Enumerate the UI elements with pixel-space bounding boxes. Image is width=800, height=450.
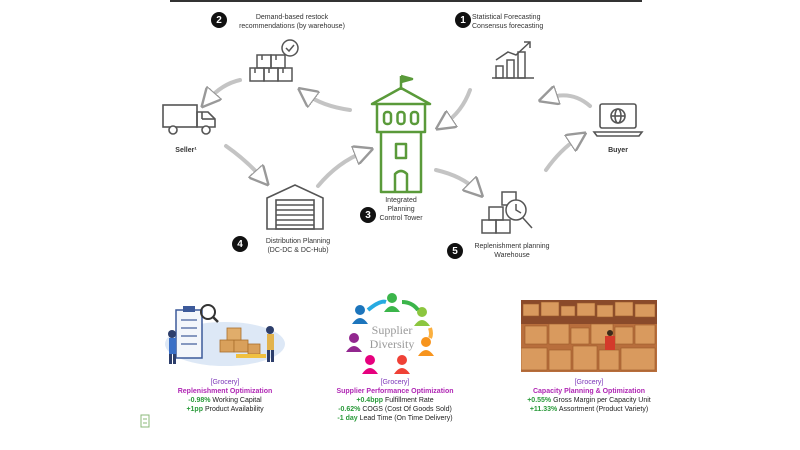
case-2-row-1: +0.4bpp Fulfillment Rate [356,397,434,404]
case-2-row-2: -0.62% COGS (Cost Of Goods Sold) [338,406,452,413]
laptop-globe-icon [592,103,644,137]
case-3-row-2: +11.33% Assortment (Product Variety) [529,406,649,413]
arrow-distribution-to-tower [316,152,364,188]
case-3-title: Capacity Planning & Optimization [532,388,645,395]
case-3-caption: [Grocery] Capacity Planning & Optimizati… [504,378,674,414]
step-2-number: 2 [211,12,227,28]
flow-arrows [0,78,592,270]
delivery-truck-icon [162,104,216,135]
supplier-logo-line1: Supplier [372,323,413,337]
arrow-buyer-to-forecast [548,95,592,108]
seller-label: Seller¹ [175,147,197,154]
case-3-category: [Grocery] [574,379,604,386]
control-tower-icon [370,74,432,194]
boxes-clock-icon [481,191,533,234]
case-3-row-1: +0.55% Gross Margin per Capacity Unit [527,397,651,404]
case-2-title: Supplier Performance Optimization [336,388,454,395]
bar-chart-growth-icon [492,41,534,79]
replenishment-illustration [165,304,285,366]
warehouse-icon [266,184,324,230]
case-1-row-1: -0.98% Working Capital [188,397,262,404]
step-5-number: 5 [447,243,463,259]
case-2-caption: [Grocery] Supplier Performance Optimizat… [310,378,480,423]
step-1-label: Statistical Forecasting Consensus forecas… [472,14,544,30]
case-2-row-3: -1 day Lead Time (On Time Delivery) [337,415,453,422]
case-1-row-2: +1pp Product Availability [186,406,264,413]
step-5-label: Replenishment planning Warehouse [474,243,550,259]
case-2-category: [Grocery] [380,379,410,386]
arrow-tower-to-restock [306,94,352,112]
case-1-title: Replenishment Optimization [177,388,273,395]
step-2-label: Demand-based restock recommendations (by … [239,14,345,30]
arrow-tower-to-replenishment [434,168,476,190]
corner-mark-icon [140,414,150,428]
supplier-logo-line2: Diversity [370,337,415,351]
case-1-category: [Grocery] [210,379,240,386]
step-1-number: 1 [455,12,471,28]
arrow-replenishment-to-buyer [544,138,578,172]
top-divider [170,0,642,2]
boxes-check-icon [249,39,299,82]
case-1-caption: [Grocery] Replenishment Optimization -0.… [150,378,300,414]
arrow-forecast-to-tower [444,88,472,124]
step-4-number: 4 [232,236,248,252]
step-3-number: 3 [360,207,376,223]
buyer-label: Buyer [608,147,628,154]
supplier-diversity-logo: Supplier Diversity [346,293,434,374]
step-3-label: Integrated Planning Control Tower [379,197,423,222]
arrow-restock-to-seller [208,78,242,100]
step-4-label: Distribution Planning (DC-DC & DC-Hub) [265,238,331,254]
arrow-seller-to-distribution [224,144,262,178]
warehouse-photo [521,300,657,372]
